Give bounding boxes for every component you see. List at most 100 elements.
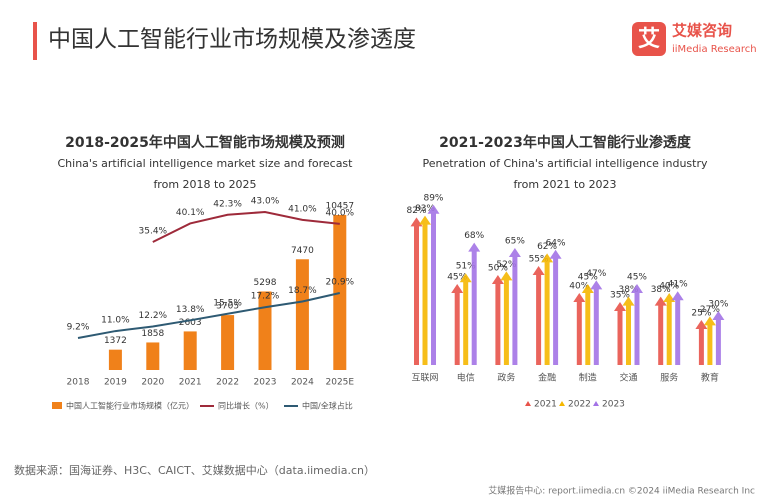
bar-label: 3705 <box>216 302 239 312</box>
chart-subtitle: Penetration of China's artificial intell… <box>423 157 708 170</box>
bar-label: 40% <box>659 282 679 292</box>
arrow-bar <box>712 311 725 365</box>
arrow-bar <box>631 284 643 365</box>
arrow-bar <box>695 320 708 365</box>
legend-swatch <box>559 401 565 406</box>
line-label: 40.0% <box>326 208 355 218</box>
chart-subtitle: from 2018 to 2025 <box>153 178 256 191</box>
line-label: 12.2% <box>139 311 168 321</box>
bar-label: 1372 <box>104 336 127 346</box>
bar-label: 65% <box>505 237 525 247</box>
bar <box>221 315 235 370</box>
bar-label: 51% <box>456 262 476 272</box>
arrow-bar <box>459 273 472 365</box>
credit: 艾媒报告中心: report.iimedia.cn ©2024 iiMedia … <box>488 485 755 497</box>
logo-sub: iiMedia Research <box>672 44 757 55</box>
source: 数据来源：国海证券、H3C、CAICT、艾媒数据中心（data.iimedia.… <box>14 463 375 477</box>
x-tick-label: 2024 <box>291 378 314 388</box>
line-label: 42.3% <box>213 199 242 209</box>
line-label: 15.5% <box>213 298 242 308</box>
bar-label: 27% <box>700 305 720 315</box>
x-tick-label: 政务 <box>497 372 515 384</box>
line-label: 18.7% <box>288 286 317 296</box>
chart-title: 2021-2023年中国人工智能行业渗透度 <box>439 134 692 151</box>
x-tick-label: 金融 <box>538 372 556 384</box>
line-label: 35.4% <box>139 227 168 237</box>
arrow-bar <box>654 296 667 365</box>
legend-label: 2022 <box>568 400 591 410</box>
arrow-bar <box>419 215 431 365</box>
arrow-bar <box>500 271 513 365</box>
arrow-bar <box>491 275 504 365</box>
legend-swatch <box>593 401 599 406</box>
arrow-bar <box>451 284 464 365</box>
bar-label: 41% <box>668 280 688 290</box>
legend-label: 中国人工智能行业市场规模（亿元） <box>66 401 194 411</box>
x-tick-label: 2020 <box>141 378 164 388</box>
bar-label: 1858 <box>141 329 164 339</box>
logo-name: 艾媒咨询 <box>672 22 732 40</box>
bar <box>258 291 272 370</box>
arrow-bar <box>508 248 521 365</box>
x-tick-label: 2019 <box>104 378 127 388</box>
line-label: 40.1% <box>176 208 205 218</box>
title-accent <box>33 22 37 60</box>
x-tick-label: 服务 <box>660 372 678 384</box>
bar-label: 40% <box>569 282 589 292</box>
bar-label: 25% <box>691 309 711 319</box>
bar <box>295 259 309 370</box>
line-label: 20.9% <box>326 278 355 288</box>
line <box>152 210 340 243</box>
bar-label: 7470 <box>291 246 314 256</box>
bar-label: 83% <box>415 204 435 214</box>
arrow-bar <box>427 204 440 365</box>
bar-label: 2603 <box>179 318 202 328</box>
legend-swatch <box>525 401 531 406</box>
legend-swatch <box>52 402 62 409</box>
arrow-bar <box>410 217 423 365</box>
bar <box>108 349 122 370</box>
bar <box>146 342 160 370</box>
legend-label: 同比增长（%） <box>218 401 274 411</box>
bar <box>333 215 347 370</box>
logo-icon: 艾 <box>638 27 660 52</box>
bar-label: 82% <box>406 206 426 216</box>
arrow-bar <box>468 242 481 365</box>
arrow-bar <box>614 302 626 365</box>
line-label: 17.2% <box>251 292 280 302</box>
arrow-bar <box>671 291 684 365</box>
arrow-bar <box>622 296 635 365</box>
bar-label: 52% <box>496 260 516 270</box>
line-label: 41.0% <box>288 204 317 214</box>
line-label: 9.2% <box>67 323 90 333</box>
bar-label: 64% <box>546 238 566 248</box>
bar-label: 45% <box>578 273 598 283</box>
bar-label: 38% <box>618 285 638 295</box>
chart-title: 2018-2025年中国人工智能市场规模及预测 <box>65 134 345 151</box>
bar-label: 62% <box>537 242 557 252</box>
arrow-bar <box>549 249 562 365</box>
chart-subtitle: from 2021 to 2023 <box>513 178 616 191</box>
bar-label: 89% <box>423 193 443 203</box>
x-tick-label: 互联网 <box>411 373 438 384</box>
x-tick-label: 教育 <box>701 372 719 384</box>
legend-label: 中国/全球占比 <box>302 401 353 411</box>
arrow-bar <box>581 284 594 365</box>
bar <box>183 331 197 370</box>
arrow-bar <box>663 293 676 365</box>
x-tick-label: 2023 <box>254 378 277 388</box>
chart-subtitle: China's artificial intelligence market s… <box>58 157 354 170</box>
bar-label: 45% <box>627 273 647 283</box>
line-label: 43.0% <box>251 197 280 207</box>
line-label: 11.0% <box>101 316 130 326</box>
bar-label: 38% <box>651 285 671 295</box>
bar-label: 5298 <box>254 278 277 288</box>
bar-label: 30% <box>708 300 728 310</box>
bar-label: 45% <box>447 273 467 283</box>
bar-label: 55% <box>529 255 549 265</box>
page-title: 中国人工智能行业市场规模及渗透度 <box>48 27 416 53</box>
legend-label: 2023 <box>602 400 625 410</box>
line <box>77 292 341 339</box>
x-tick-label: 交通 <box>619 372 637 384</box>
